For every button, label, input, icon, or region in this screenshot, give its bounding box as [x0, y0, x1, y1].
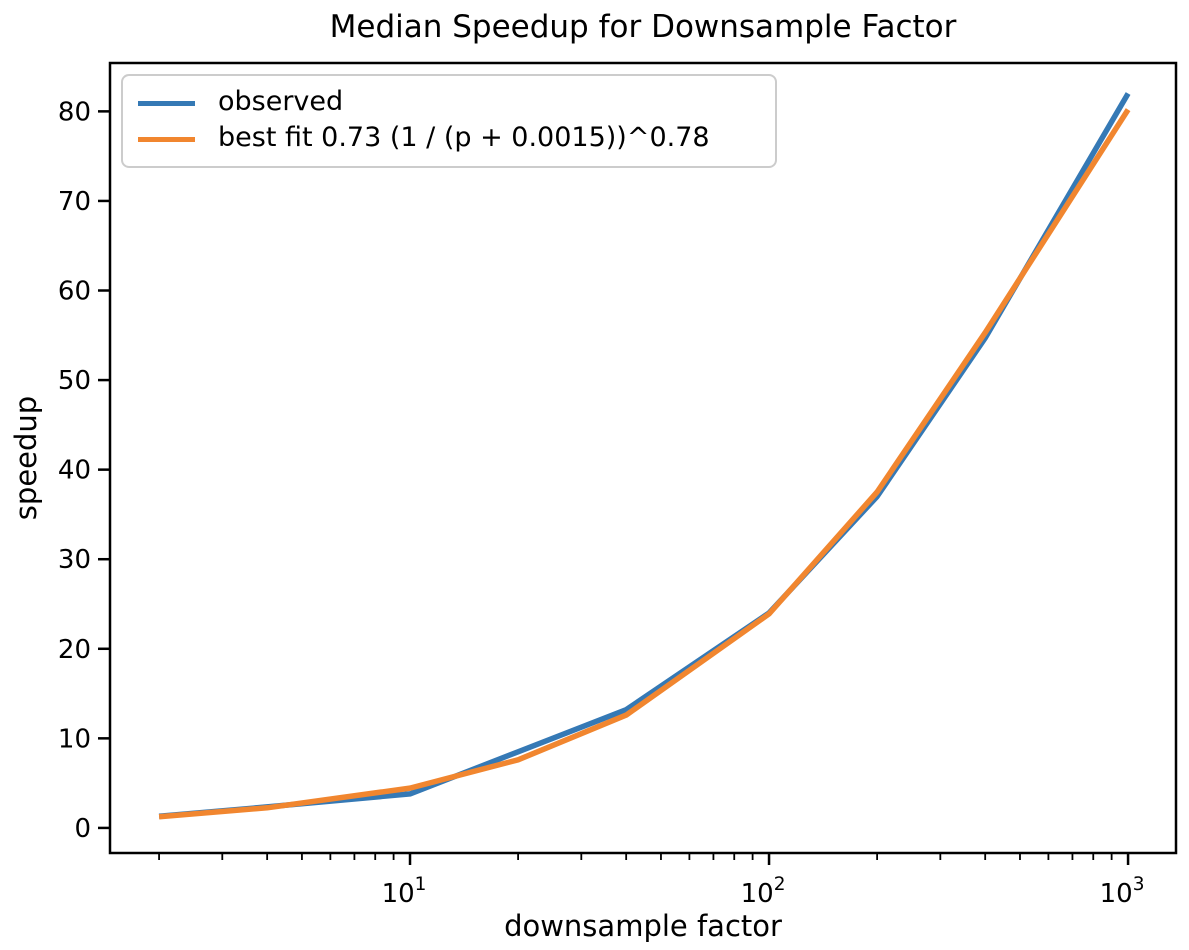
y-tick-label: 40 — [58, 456, 91, 486]
legend-entry: observed — [138, 85, 759, 121]
x-tick-label: 102 — [741, 874, 786, 909]
y-tick-label: 50 — [58, 366, 91, 396]
y-axis-label: speedup — [9, 396, 43, 520]
legend-line-swatch — [138, 136, 195, 142]
series-line-observed — [158, 92, 1131, 820]
y-tick-label: 10 — [58, 724, 91, 754]
legend: observed best fit 0.73 (1 / (p + 0.0015))… — [121, 74, 777, 168]
series-line-best-fit — [158, 108, 1131, 820]
data-series — [158, 92, 1131, 820]
y-tick-label: 30 — [58, 545, 91, 575]
y-tick-label: 70 — [58, 187, 91, 217]
x-axis-label: downsample factor — [504, 909, 782, 943]
legend-entry: best fit 0.73 (1 / (p + 0.0015))^0.78 — [138, 121, 759, 157]
axis-ticks: 0 10 20 30 40 50 60 70 80 101 102 103 — [58, 97, 1145, 909]
chart-title: Median Speedup for Downsample Factor — [330, 9, 957, 45]
x-tick-label: 103 — [1100, 874, 1145, 909]
legend-label: observed — [218, 86, 344, 117]
legend-line-swatch — [138, 100, 195, 106]
legend-label: best fit 0.73 (1 / (p + 0.0015))^0.78 — [218, 122, 710, 153]
y-tick-label: 0 — [74, 814, 91, 844]
x-tick-label: 101 — [382, 874, 427, 909]
y-tick-label: 20 — [58, 635, 91, 665]
y-tick-label: 80 — [58, 97, 91, 127]
y-tick-label: 60 — [58, 277, 91, 307]
plot-border — [108, 61, 1178, 855]
